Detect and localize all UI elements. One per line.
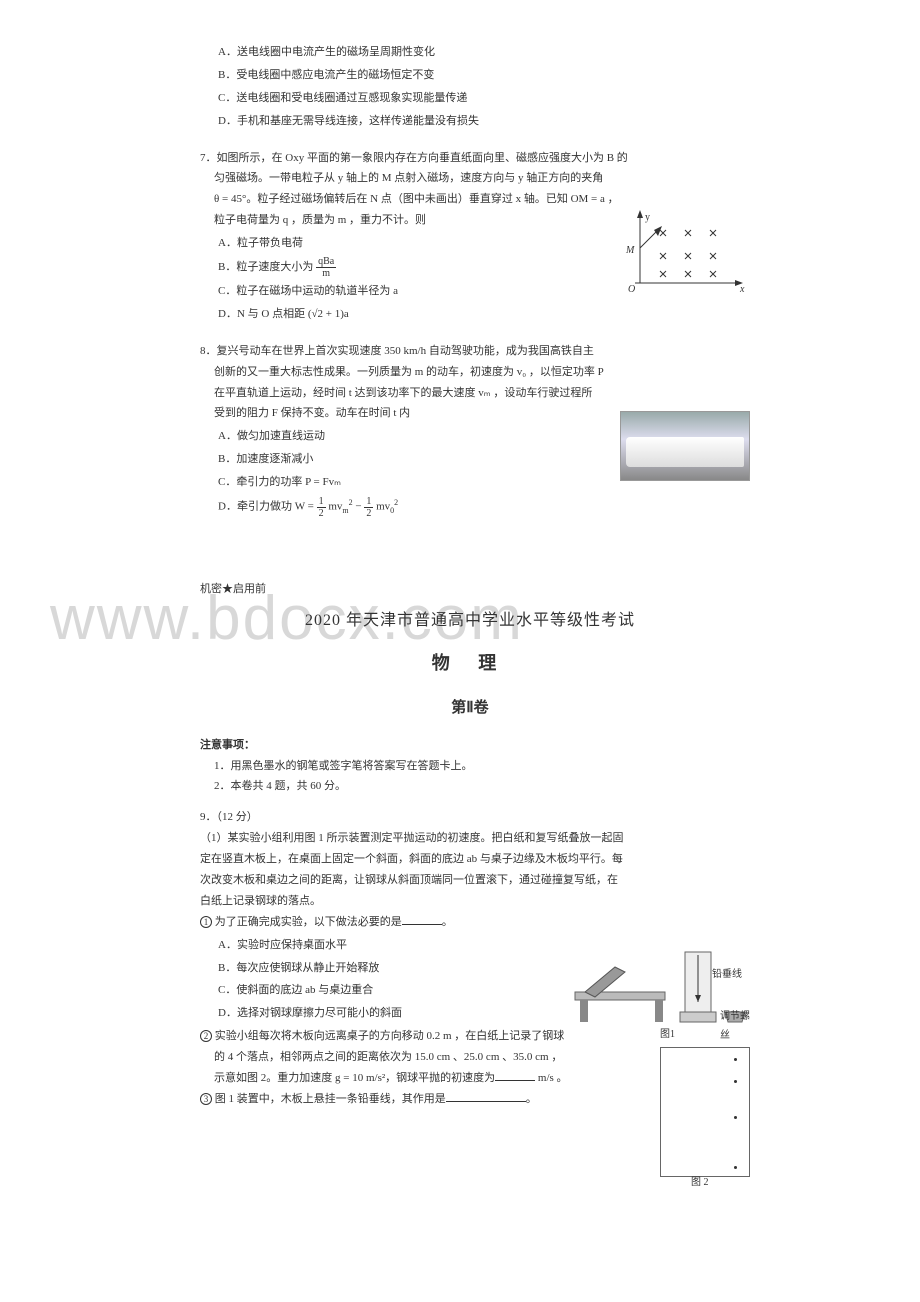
secret-label: 机密★启用前 <box>200 579 740 600</box>
q8-line1: 8．复兴号动车在世界上首次实现速度 350 km/h 自动驾驶功能，成为我国高铁… <box>200 341 740 362</box>
q9-c2-l2: 的 4 个落点，相邻两点之间的距离依次为 15.0 cm 、25.0 cm 、3… <box>200 1047 580 1068</box>
q9-c2-l3-suf: m/s 。 <box>535 1072 567 1084</box>
q9-p3: 次改变木板和桌边之间的距离，让钢球从斜面顶端同一位置滚下，通过碰撞复写纸，在 <box>200 870 740 891</box>
q8-train-image <box>620 411 750 481</box>
q7-optB-frac: qBam <box>316 256 336 279</box>
fig1-label-screw: 调节螺丝 <box>720 1007 750 1045</box>
q9-c2-l3: 示意如图 2。重力加速度 g = 10 m/s²，钢球平抛的初速度为 m/s 。 <box>200 1068 580 1089</box>
q6-optD: D．手机和基座无需导线连接，这样传递能量没有损失 <box>200 111 740 132</box>
q8-frac2: 12 <box>364 496 373 519</box>
exam-title: 2020 年天津市普通高中学业水平等级性考试 <box>200 606 740 636</box>
notice-2: 2．本卷共 4 题，共 60 分。 <box>200 776 740 797</box>
q6-optB: B．受电线圈中感应电流产生的磁场恒定不变 <box>200 65 740 86</box>
q9-c2-l1: 实验小组每次将木板向远离桌子的方向移动 0.2 m ，在白纸上记录了钢球 <box>215 1030 565 1042</box>
q9-p4: 白纸上记录钢球的落点。 <box>200 891 740 912</box>
q9-p1: （1）某实验小组利用图 1 所示装置测定平抛运动的初速度。把白纸和复写纸叠放一起… <box>200 828 740 849</box>
blank-2 <box>495 1069 535 1081</box>
q9-figure2: 图 2 <box>660 1047 750 1177</box>
dot-4 <box>734 1166 737 1169</box>
circled-3: 3 <box>200 1093 212 1105</box>
q8-optD: D．牵引力做功 W = 12 mvm2 − 12 mv02 <box>200 495 740 519</box>
q9-figure1: 铅垂线 调节螺丝 图1 <box>570 947 750 1027</box>
q9-c1: 1 为了正确完成实验，以下做法必要的是。 <box>200 912 740 933</box>
q9-c3-text: 图 1 装置中，木板上悬挂一条铅垂线，其作用是 <box>215 1093 446 1105</box>
q8-line3: 在平直轨道上运动，经时间 t 达到该功率下的最大速度 vₘ ，设动车行驶过程所 <box>200 383 740 404</box>
blank-3 <box>446 1090 526 1102</box>
page-content: A．送电线圈中电流产生的磁场呈周期性变化 B．受电线圈中感应电流产生的磁场恒定不… <box>200 42 740 1110</box>
dot-1 <box>734 1058 737 1061</box>
q7-line1: 7．如图所示，在 Oxy 平面的第一象限内存在方向垂直纸面向里、磁感应强度大小为… <box>200 148 740 169</box>
q8-optD-text: D．牵引力做功 W = <box>218 501 314 513</box>
notice-1: 1．用黑色墨水的钢笔或签字笔将答案写在答题卡上。 <box>200 756 740 777</box>
fig1-caption: 图1 <box>660 1025 675 1044</box>
q7-figure: y M O x <box>610 208 750 298</box>
q9: 9．（12 分） （1）某实验小组利用图 1 所示装置测定平抛运动的初速度。把白… <box>200 807 740 1109</box>
notice-heading: 注意事项： <box>200 735 740 756</box>
q7: 7．如图所示，在 Oxy 平面的第一象限内存在方向垂直纸面向里、磁感应强度大小为… <box>200 148 740 325</box>
circled-2: 2 <box>200 1030 212 1042</box>
q7-optD: D．N 与 O 点相距 (√2 + 1)a <box>200 304 740 325</box>
q6-optA: A．送电线圈中电流产生的磁场呈周期性变化 <box>200 42 740 63</box>
q9-c2-l3-pre: 示意如图 2。重力加速度 g = 10 m/s²，钢球平抛的初速度为 <box>214 1072 495 1084</box>
axis-O-label: O <box>628 280 635 299</box>
dot-2 <box>734 1080 737 1083</box>
train-body <box>626 437 744 467</box>
subject-name: 物 理 <box>200 646 740 680</box>
axis-x-label: x <box>740 280 744 299</box>
q8-line2: 创新的又一重大标志性成果。一列质量为 m 的动车，初速度为 v₀ ，以恒定功率 … <box>200 362 740 383</box>
part-label: 第Ⅱ卷 <box>200 694 740 723</box>
dot-3 <box>734 1116 737 1119</box>
q8-frac1: 12 <box>317 496 326 519</box>
circled-1: 1 <box>200 916 212 928</box>
q9-c3: 3 图 1 装置中，木板上悬挂一条铅垂线，其作用是。 <box>200 1089 740 1110</box>
q9-c2: 2 实验小组每次将木板向远离桌子的方向移动 0.2 m ，在白纸上记录了钢球 <box>200 1026 580 1047</box>
q8: 8．复兴号动车在世界上首次实现速度 350 km/h 自动驾驶功能，成为我国高铁… <box>200 341 740 519</box>
q9-c1-text: 为了正确完成实验，以下做法必要的是 <box>215 916 402 928</box>
q9-head: 9．（12 分） <box>200 807 740 828</box>
q7-line2: 匀强磁场。一带电粒子从 y 轴上的 M 点射入磁场，速度方向与 y 轴正方向的夹… <box>200 168 740 189</box>
axis-y-label: y <box>645 208 650 227</box>
q6-optC: C．送电线圈和受电线圈通过互感现象实现能量传递 <box>200 88 740 109</box>
axis-M-label: M <box>626 241 634 260</box>
q9-p2: 定在竖直木板上，在桌面上固定一个斜面，斜面的底边 ab 与桌子边缘及木板均平行。… <box>200 849 740 870</box>
fig1-label-plumb: 铅垂线 <box>712 965 742 984</box>
q7-optB-text: B．粒子速度大小为 <box>218 261 313 273</box>
fig2-caption: 图 2 <box>691 1173 709 1192</box>
blank-1 <box>402 913 442 925</box>
